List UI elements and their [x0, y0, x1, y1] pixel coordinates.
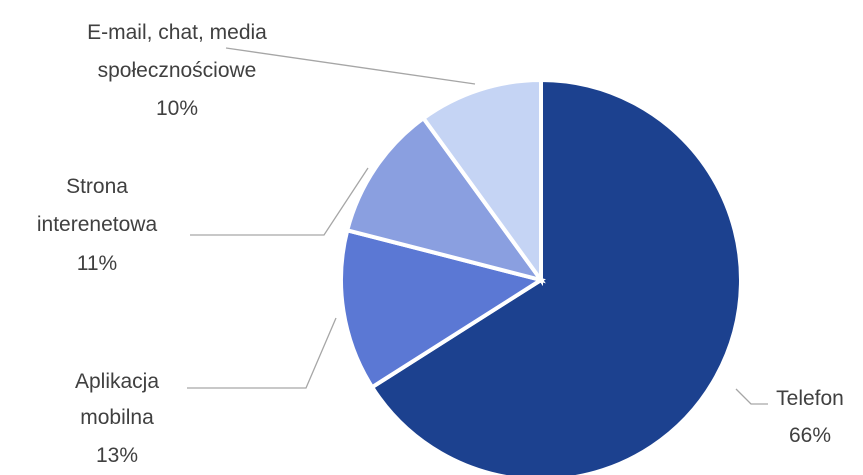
- pie-slices: [339, 77, 743, 475]
- pie-slice-strona: [344, 115, 546, 284]
- data-label-aplikacja: Aplikacja mobilna 13%: [75, 370, 159, 467]
- slice-label: interenetowa: [37, 213, 158, 236]
- pie-slice-aplikacja: [339, 227, 546, 390]
- slice-label: Aplikacja: [75, 370, 159, 393]
- leader-line-telefon: [735, 388, 768, 405]
- slice-label: mobilna: [80, 406, 154, 429]
- leader-line-aplikacja: [187, 317, 337, 389]
- slice-value-label: 11%: [77, 252, 117, 275]
- slice-value-label: 10%: [156, 97, 198, 120]
- slice-label: społecznościowe: [98, 59, 257, 82]
- slice-label: Strona: [66, 175, 128, 198]
- slice-value-label: 13%: [96, 444, 138, 467]
- leader-line-strona: [190, 167, 369, 236]
- pie-slice-email: [420, 77, 543, 287]
- data-label-telefon: Telefon 66%: [776, 387, 844, 447]
- slice-label: Telefon: [776, 387, 844, 410]
- slice-label: E-mail, chat, media: [87, 21, 267, 44]
- leader-line-email: [225, 47, 476, 85]
- slice-value-label: 66%: [789, 424, 831, 447]
- pie-slice-telefon: [369, 77, 743, 475]
- leader-lines: [187, 47, 768, 405]
- data-label-email: E-mail, chat, media społecznościowe 10%: [87, 21, 267, 120]
- data-label-strona: Strona interenetowa 11%: [37, 175, 158, 275]
